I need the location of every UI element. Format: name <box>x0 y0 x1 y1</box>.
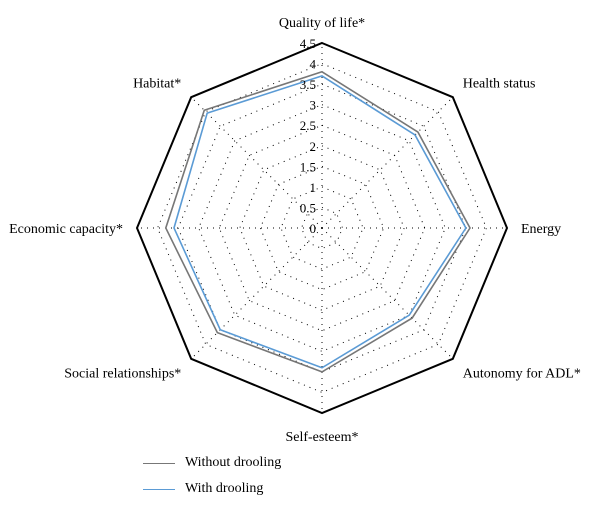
axis-label: Autonomy for ADL* <box>463 367 581 382</box>
legend-label-with-drooling: With drooling <box>185 481 264 496</box>
legend-item-with-drooling: With drooling <box>143 476 281 502</box>
tick-label: 4.5 <box>300 36 316 51</box>
legend: Without drooling With drooling <box>143 450 281 502</box>
radar-grid <box>135 41 509 415</box>
axis-label: Economic capacity* <box>9 222 123 237</box>
series-line-without-drooling <box>164 70 471 373</box>
axis-label: Habitat* <box>133 76 181 91</box>
tick-label: 3 <box>310 98 317 113</box>
tick-label: 0 <box>310 221 317 236</box>
axis-label: Self-esteem* <box>285 430 358 445</box>
legend-label-without-drooling: Without drooling <box>185 455 282 470</box>
axis-label: Energy <box>521 222 561 237</box>
grid-outer-ring <box>135 41 509 415</box>
tick-label: 1 <box>310 180 317 195</box>
axis-label: Quality of life* <box>279 16 365 31</box>
tick-label: 4 <box>310 57 317 72</box>
series-line-with-drooling <box>173 75 467 369</box>
grid-spoke <box>190 96 323 229</box>
tick-labels: 0 0.5 1 1.5 2 2.5 3 3.5 4 4.5 <box>300 36 317 236</box>
tick-label: 1.5 <box>300 159 316 174</box>
legend-item-without-drooling: Without drooling <box>143 450 281 476</box>
axis-labels: Quality of life* Health status Energy Auton… <box>9 16 581 445</box>
tick-label: 0.5 <box>300 200 316 215</box>
legend-swatch-without-drooling <box>143 462 175 464</box>
series-layer <box>164 70 471 373</box>
grid-spoke <box>321 227 454 360</box>
axis-label: Health status <box>463 76 536 91</box>
tick-label: 2.5 <box>300 118 316 133</box>
axis-label: Social relationships* <box>64 367 181 382</box>
legend-swatch-with-drooling <box>143 488 175 490</box>
grid-spoke <box>190 227 323 360</box>
tick-label: 2 <box>310 139 317 154</box>
grid-spoke <box>321 96 454 229</box>
tick-label: 3.5 <box>300 77 316 92</box>
